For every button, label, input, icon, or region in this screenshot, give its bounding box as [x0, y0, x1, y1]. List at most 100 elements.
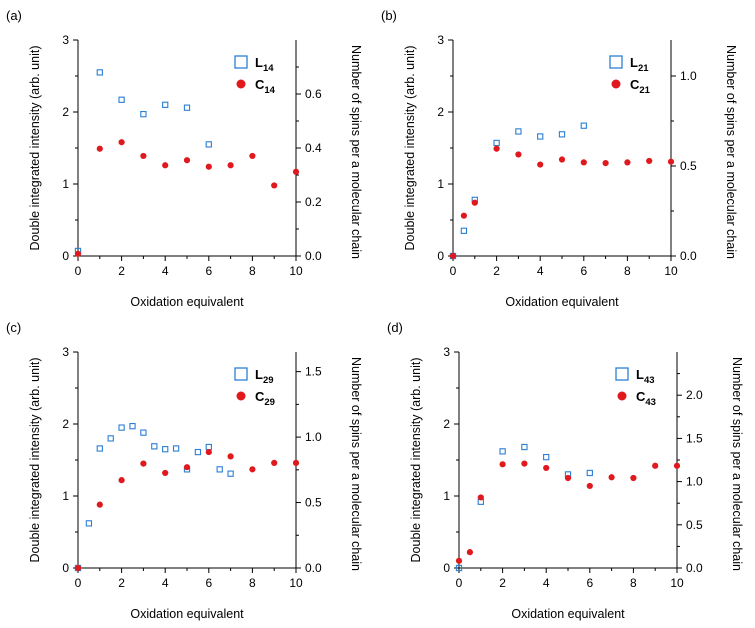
chart-panel-4: (d) 0 2 4 6 8 10 0 1 2 3 0.0 0.5 1.0 1.5 2.0 Oxidation e… — [387, 320, 744, 621]
data-point-c21 — [624, 159, 631, 166]
y-tick-label: 2 — [443, 417, 450, 431]
panel-label: (c) — [6, 320, 21, 335]
data-point-c21 — [667, 158, 675, 165]
data-point-l29 — [151, 443, 158, 450]
y2-tick-label: 0.5 — [686, 518, 703, 532]
panel-label: (d) — [387, 320, 403, 335]
x-tick-label: 6 — [205, 264, 212, 278]
data-point-l21 — [515, 128, 522, 135]
data-point-c29 — [292, 459, 300, 466]
y2-tick-label: 0.0 — [305, 249, 322, 263]
x-tick-label: 10 — [664, 264, 678, 278]
data-point-c21 — [602, 160, 609, 167]
data-point-c43 — [466, 549, 473, 556]
data-point-l29 — [227, 470, 234, 477]
x-tick-label: 10 — [289, 264, 303, 278]
x-tick-label: 0 — [75, 576, 82, 590]
data-point-c14 — [227, 162, 234, 169]
y2-tick-label: 2.0 — [686, 388, 703, 402]
data-point-l29 — [96, 445, 103, 452]
x-axis-title: Oxidation equivalent — [511, 607, 625, 621]
legend-label: L43 — [636, 367, 655, 386]
data-point-c14 — [140, 152, 147, 160]
data-point-c43 — [521, 460, 528, 467]
legend-marker — [609, 55, 623, 69]
data-point-c14 — [292, 168, 300, 175]
y-tick-label: 2 — [62, 417, 69, 431]
data-point-c29 — [74, 564, 82, 572]
legend-subscript: 43 — [644, 375, 655, 386]
y2-tick-label: 1.5 — [686, 431, 703, 445]
x-tick-label: 10 — [289, 576, 303, 590]
legend-marker — [236, 391, 246, 401]
data-point-c43 — [477, 494, 484, 501]
data-point-c43 — [499, 461, 506, 468]
x-axis-title: Oxidation equivalent — [130, 607, 244, 621]
data-point-c21 — [493, 145, 500, 152]
data-point-l29 — [205, 443, 212, 451]
y2-tick-label: 1.0 — [305, 430, 322, 444]
x-tick-label: 2 — [118, 264, 125, 278]
data-point-l14 — [96, 69, 103, 76]
data-point-c21 — [449, 252, 457, 260]
legend-label: L29 — [255, 367, 274, 386]
data-point-l14 — [205, 141, 212, 148]
data-point-c21 — [537, 161, 544, 168]
data-point-l43 — [586, 469, 593, 477]
legend-name: C — [636, 389, 646, 404]
legend-subscript: 29 — [263, 375, 274, 386]
y-tick-label: 3 — [437, 33, 444, 47]
legend-label: C21 — [630, 77, 651, 96]
y2-tick-label: 0.5 — [680, 159, 697, 173]
y2-tick-label: 0.0 — [686, 561, 703, 575]
data-point-c21 — [515, 151, 522, 158]
data-point-l21 — [493, 139, 500, 147]
data-point-c43 — [608, 474, 615, 481]
data-point-c43 — [455, 557, 463, 564]
x-tick-label: 0 — [456, 576, 463, 590]
data-point-l29 — [216, 466, 223, 473]
data-point-c21 — [460, 212, 467, 219]
data-point-l21 — [537, 133, 544, 140]
y-axis-title: Double integrated intensity (arb. unit) — [28, 358, 42, 563]
legend-subscript: 21 — [638, 63, 649, 74]
data-point-c29 — [205, 448, 212, 456]
x-tick-label: 10 — [670, 576, 684, 590]
data-point-c21 — [471, 199, 478, 206]
y-axis-title: Double integrated intensity (arb. unit) — [403, 46, 417, 251]
data-point-l21 — [460, 227, 468, 234]
y2-tick-label: 1.0 — [680, 69, 697, 83]
data-point-l29 — [140, 429, 147, 436]
x-tick-label: 4 — [537, 264, 544, 278]
y2-tick-label: 0.6 — [305, 87, 322, 101]
legend-marker — [615, 367, 629, 381]
data-point-l29 — [129, 423, 136, 430]
data-point-l43 — [499, 448, 506, 455]
chart-panel-2: (b) 0 2 4 6 8 10 0 1 2 3 0.0 0.5 1.0 Oxidation equival… — [381, 8, 738, 309]
y-tick-label: 3 — [62, 33, 69, 47]
data-point-c14 — [96, 145, 103, 152]
data-point-l29 — [118, 424, 125, 431]
data-point-c43 — [564, 474, 572, 482]
x-tick-label: 6 — [586, 576, 593, 590]
panel-label: (b) — [381, 8, 397, 23]
data-point-l21 — [558, 131, 566, 138]
data-point-l29 — [194, 448, 202, 456]
x-tick-label: 4 — [162, 576, 169, 590]
legend-label: L21 — [630, 55, 649, 74]
y-tick-label: 1 — [62, 489, 69, 503]
data-point-c29 — [249, 466, 256, 473]
y2-tick-label: 0.0 — [680, 249, 697, 263]
x-tick-label: 4 — [162, 264, 169, 278]
data-point-c14 — [271, 182, 278, 189]
data-point-l43 — [455, 564, 463, 572]
x-tick-label: 8 — [624, 264, 631, 278]
data-point-l43 — [543, 453, 550, 461]
y2-tick-label: 0.0 — [305, 561, 322, 575]
legend-subscript: 29 — [264, 397, 275, 408]
y-tick-label: 0 — [62, 249, 69, 263]
x-tick-label: 8 — [630, 576, 637, 590]
y2-axis-title: Number of spins per a molecular chain — [724, 45, 738, 259]
legend-marker — [234, 367, 248, 381]
y-tick-label: 0 — [62, 561, 69, 575]
